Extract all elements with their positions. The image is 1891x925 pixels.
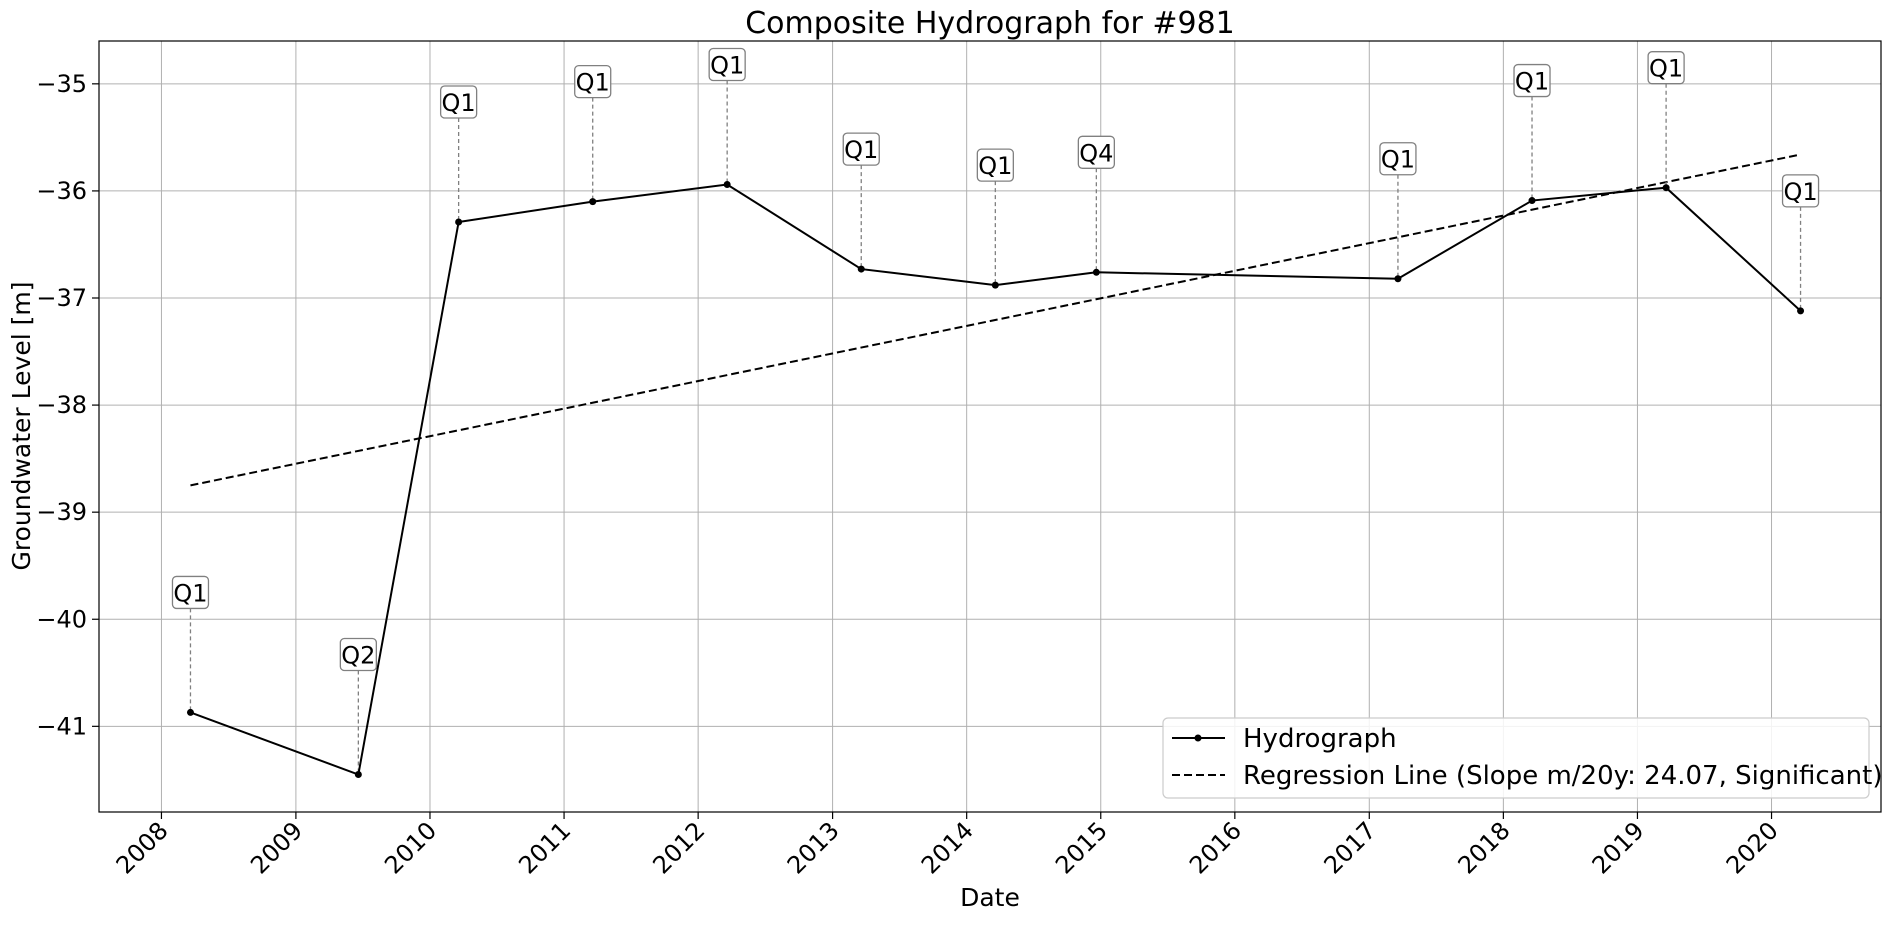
grid	[99, 41, 1881, 812]
hydrograph-point	[1662, 184, 1670, 192]
annotation-box	[339, 637, 377, 672]
x-tick-label: 2020	[1721, 816, 1784, 879]
x-tick-label: 2015	[1050, 816, 1113, 879]
annotation-box	[171, 575, 210, 610]
annotation-box	[1077, 135, 1115, 169]
annotation-label: Q1	[1381, 146, 1415, 174]
annotation-box	[842, 132, 880, 166]
annotation-label: Q1	[844, 136, 878, 164]
x-tick-label: 2013	[782, 816, 845, 879]
x-tick-label: 2011	[513, 816, 576, 879]
legend: Hydrograph Regression Line (Slope m/20y:…	[1162, 717, 1882, 799]
x-tick-label: 2019	[1587, 816, 1650, 879]
y-tick-label: −40	[36, 605, 87, 633]
annotation-label: Q1	[442, 89, 476, 117]
annotation-box	[1647, 51, 1685, 85]
y-tick-label: −37	[36, 284, 87, 312]
hydrograph-point	[723, 180, 731, 188]
plot-frame	[98, 40, 1882, 813]
hydrograph-point	[186, 708, 194, 716]
annotation-label: Q1	[1515, 68, 1549, 96]
hydrograph-point	[589, 198, 597, 206]
annotation-box	[1379, 142, 1417, 176]
chart-title: Composite Hydrograph for #981	[745, 6, 1235, 41]
annotation-label: Q1	[978, 152, 1012, 180]
hydrograph-point	[857, 265, 865, 273]
annotation-label: Q4	[1079, 139, 1113, 167]
annotation-box	[1513, 63, 1551, 98]
annotation-label: Q1	[710, 51, 744, 79]
annotation-label: Q2	[341, 642, 375, 670]
annotation-box	[1781, 174, 1820, 208]
y-tick-label: −36	[36, 177, 87, 205]
legend-hydrograph-marker	[1194, 734, 1202, 742]
annotation-box	[708, 47, 746, 82]
x-tick-label: 2017	[1319, 816, 1382, 879]
hydrograph-point	[991, 281, 999, 289]
annotation-label: Q1	[173, 579, 207, 607]
x-tick-label: 2010	[379, 816, 442, 879]
y-tick-label: −39	[36, 498, 87, 526]
x-tick-label: 2018	[1453, 816, 1516, 879]
x-tick-label: 2009	[245, 816, 308, 879]
y-tick-label: −41	[36, 712, 87, 740]
hydrograph-point	[1797, 307, 1805, 315]
hydrograph-point	[1092, 268, 1100, 276]
regression-series	[190, 153, 1801, 487]
x-tick-label: 2016	[1184, 816, 1247, 879]
x-tick-label: 2014	[916, 816, 979, 879]
annotation-label: Q1	[576, 69, 610, 97]
hydrograph-series	[186, 180, 1805, 779]
hydrograph-point	[455, 218, 463, 226]
annotation-box	[439, 85, 478, 119]
annotation-label: Q1	[1783, 178, 1817, 206]
hydrograph-line	[190, 183, 1802, 776]
annotations: Q1 Q2 Q1 Q1 Q1 Q1 Q1 Q4 Q1 Q1 Q1 Q1	[171, 47, 1820, 775]
annotation-box	[574, 64, 612, 99]
legend-box	[1162, 717, 1870, 799]
regression-line	[190, 153, 1801, 487]
y-tick-label: −38	[36, 391, 87, 419]
y-tick-label: −35	[36, 70, 87, 98]
hydrograph-point	[1528, 197, 1536, 205]
y-axis-label: Groundwater Level [m]	[7, 282, 36, 571]
annotation-label: Q1	[1649, 55, 1683, 83]
hydrograph-point	[1394, 275, 1402, 283]
hydrograph-point	[354, 771, 362, 779]
x-axis-label: Date	[960, 883, 1020, 912]
x-tick-label: 2008	[111, 816, 174, 879]
legend-hydrograph-label: Hydrograph	[1243, 724, 1397, 754]
legend-regression-label: Regression Line (Slope m/20y: 24.07, Sig…	[1243, 761, 1882, 791]
annotation-box	[976, 148, 1014, 182]
x-tick-label: 2012	[647, 816, 710, 879]
